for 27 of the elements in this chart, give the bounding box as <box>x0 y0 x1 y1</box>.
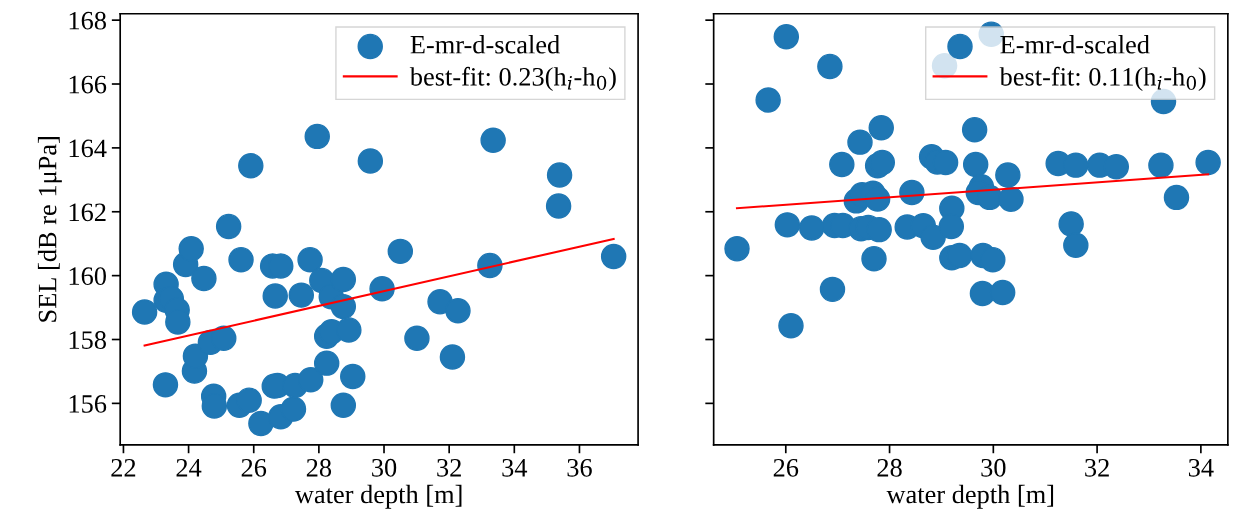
x-tick-label: 28 <box>306 458 332 477</box>
y-tick-label: 162 <box>69 203 106 222</box>
legend-label: best-fit: 0.23(h$_{i}$-h$_{0}$) <box>409 66 616 92</box>
x-tick-label: 30 <box>981 458 1006 477</box>
x-axis-title: water depth [m] <box>886 484 1054 509</box>
y-tick-label: 158 <box>69 331 106 349</box>
y-tick-label: 168 <box>69 11 106 30</box>
x-tick-label: 32 <box>1085 458 1109 477</box>
legend-label: best-fit: 0.11(h$_{i}$-h$_{0}$) <box>999 66 1206 92</box>
y-axis-title: SEL [dB re 1μPa] <box>37 137 62 322</box>
legend-label: E-mr-d-scaled <box>410 35 560 54</box>
x-tick-label: 22 <box>111 458 136 477</box>
x-tick-label: 30 <box>372 458 397 477</box>
y-tick-label: 160 <box>69 267 106 286</box>
y-tick-label: 164 <box>69 139 107 158</box>
x-axis-title: water depth [m] <box>294 484 462 509</box>
x-tick-label: 26 <box>241 458 267 477</box>
x-tick-label: 34 <box>1188 458 1214 477</box>
x-tick-label: 34 <box>502 458 528 477</box>
y-tick-label: 156 <box>69 395 107 413</box>
x-tick-label: 36 <box>567 458 592 477</box>
legend-label: E-mr-d-scaled <box>1000 35 1150 54</box>
x-tick-label: 32 <box>437 458 461 477</box>
x-tick-label: 28 <box>877 458 902 477</box>
x-tick-label: 24 <box>176 458 202 477</box>
x-tick-label: 26 <box>773 458 799 477</box>
y-tick-label: 166 <box>69 75 107 94</box>
